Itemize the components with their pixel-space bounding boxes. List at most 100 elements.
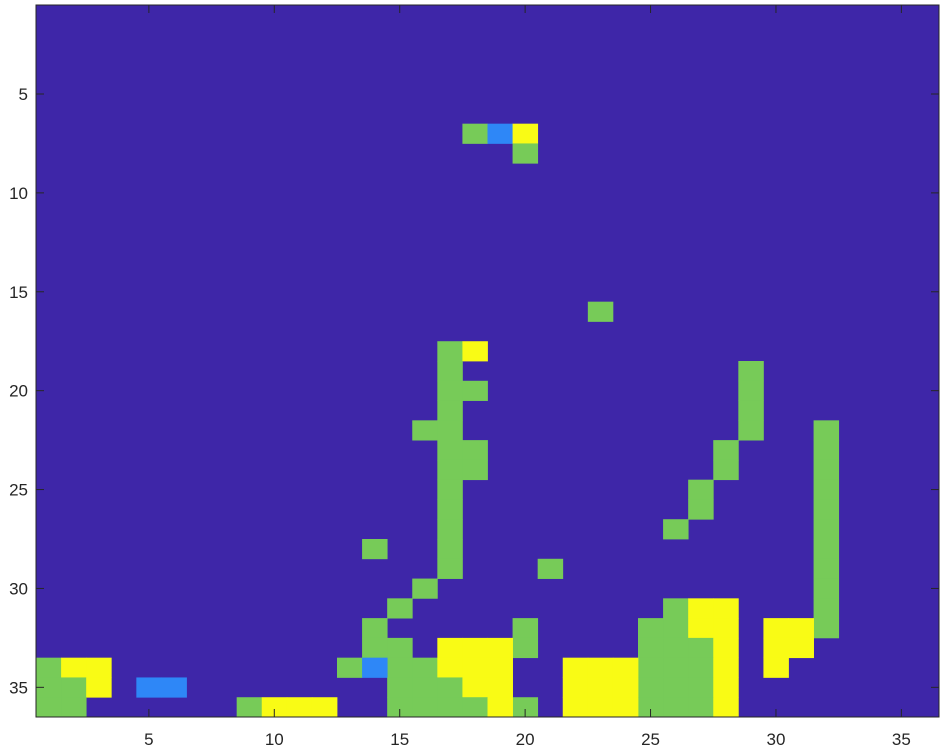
heatmap-cell (462, 677, 488, 698)
heatmap-cell (512, 123, 539, 144)
heatmap-cell (738, 400, 764, 421)
heatmap-cell (813, 558, 840, 579)
heatmap-cell (512, 143, 539, 164)
heatmap-cell (537, 558, 564, 579)
x-tick-labels: 5 10 15 20 25 30 35 (144, 730, 911, 749)
heatmap-cell (788, 618, 814, 639)
heatmap-cell (813, 598, 840, 619)
heatmap-cell (412, 697, 438, 718)
heatmap-cell (713, 677, 739, 698)
heatmap-cell (813, 459, 840, 481)
heatmap-cell (638, 697, 664, 718)
heatmap-cell (813, 539, 840, 560)
heatmap-cell (688, 657, 714, 678)
heatmap-cell (387, 677, 413, 698)
y-tick-labels: 5 10 15 20 25 30 35 (9, 85, 28, 697)
heatmap-cell (86, 677, 112, 698)
y-tick-label: 10 (9, 184, 28, 203)
heatmap-cell (161, 677, 187, 698)
heatmap-cell (763, 618, 789, 639)
heatmap-cell (437, 519, 463, 540)
heatmap-cell (663, 677, 689, 698)
x-tick-label: 30 (766, 730, 785, 749)
heatmap-cell (487, 637, 513, 659)
heatmap-cell (36, 697, 62, 718)
heatmap-cell (86, 657, 112, 678)
heatmap-cell (462, 637, 488, 659)
heatmap-cell (387, 637, 413, 659)
heatmap-cell (813, 519, 840, 540)
heatmap-cell (462, 123, 488, 144)
heatmap-cell (813, 499, 840, 520)
heatmap-cell (437, 400, 463, 421)
heatmap-cell (587, 697, 614, 718)
heatmap-cell (663, 598, 689, 619)
heatmap-cell (437, 539, 463, 560)
heatmap-cell (738, 420, 764, 441)
heatmap-cell (512, 697, 539, 718)
heatmap-cell (387, 598, 413, 619)
heatmap-cell (512, 637, 539, 659)
heatmap-cell (738, 380, 764, 401)
heatmap-cell (587, 677, 614, 698)
heatmap-cell (688, 637, 714, 659)
heatmap-cell (412, 420, 438, 441)
heatmap-cell (487, 697, 513, 718)
heatmap-cell (688, 677, 714, 698)
heatmap-cell (437, 499, 463, 520)
x-tick-label: 35 (892, 730, 911, 749)
heatmap-cell (362, 539, 388, 560)
heatmap-cell (437, 361, 463, 382)
heatmap-cell (713, 440, 739, 461)
heatmap-cell (412, 677, 438, 698)
heatmap-cell (387, 697, 413, 718)
heatmap-cell (663, 637, 689, 659)
heatmap-cell (612, 657, 639, 678)
heatmap-cell (612, 697, 639, 718)
heatmap-cell (638, 657, 664, 678)
heatmap-cell (487, 657, 513, 678)
heatmap-cell (663, 618, 689, 639)
heatmap-cell (663, 657, 689, 678)
heatmap-cell (36, 657, 62, 678)
heatmap-cell (437, 677, 463, 698)
heatmap-cells (36, 5, 939, 718)
heatmap-cell (713, 618, 739, 639)
heatmap-cell (487, 123, 513, 144)
heatmap-cell (587, 301, 614, 322)
heatmap-cell (437, 341, 463, 362)
x-tick-label: 20 (516, 730, 535, 749)
heatmap-cell (437, 657, 463, 678)
heatmap-cell (813, 440, 840, 461)
heatmap-cell (412, 657, 438, 678)
heatmap-cell (813, 618, 840, 639)
heatmap-cell (437, 479, 463, 500)
heatmap-cell (813, 479, 840, 500)
heatmap-cell (713, 598, 739, 619)
heatmap-cell (437, 380, 463, 401)
heatmap-cell (261, 697, 288, 718)
heatmap-cell (487, 677, 513, 698)
heatmap-cell (136, 677, 162, 698)
x-tick-label: 25 (641, 730, 660, 749)
heatmap-cell (362, 637, 388, 659)
heatmap-cell (713, 637, 739, 659)
y-tick-label: 30 (9, 579, 28, 598)
heatmap-cell (286, 697, 313, 718)
heatmap-cell (462, 380, 488, 401)
heatmap-cell (512, 618, 539, 639)
y-tick-label: 15 (9, 283, 28, 302)
heatmap-cell (462, 459, 488, 481)
heatmap-cell (412, 578, 438, 599)
x-tick-label: 5 (144, 730, 153, 749)
heatmap-cell (337, 657, 363, 678)
heatmap-cell (612, 677, 639, 698)
heatmap-cell (36, 677, 62, 698)
heatmap-cell (763, 637, 789, 659)
axes-box (35, 4, 940, 718)
axis-ticks (36, 5, 939, 717)
heatmap-cell (462, 440, 488, 461)
heatmap-cell (437, 697, 463, 718)
heatmap-cell (437, 420, 463, 441)
